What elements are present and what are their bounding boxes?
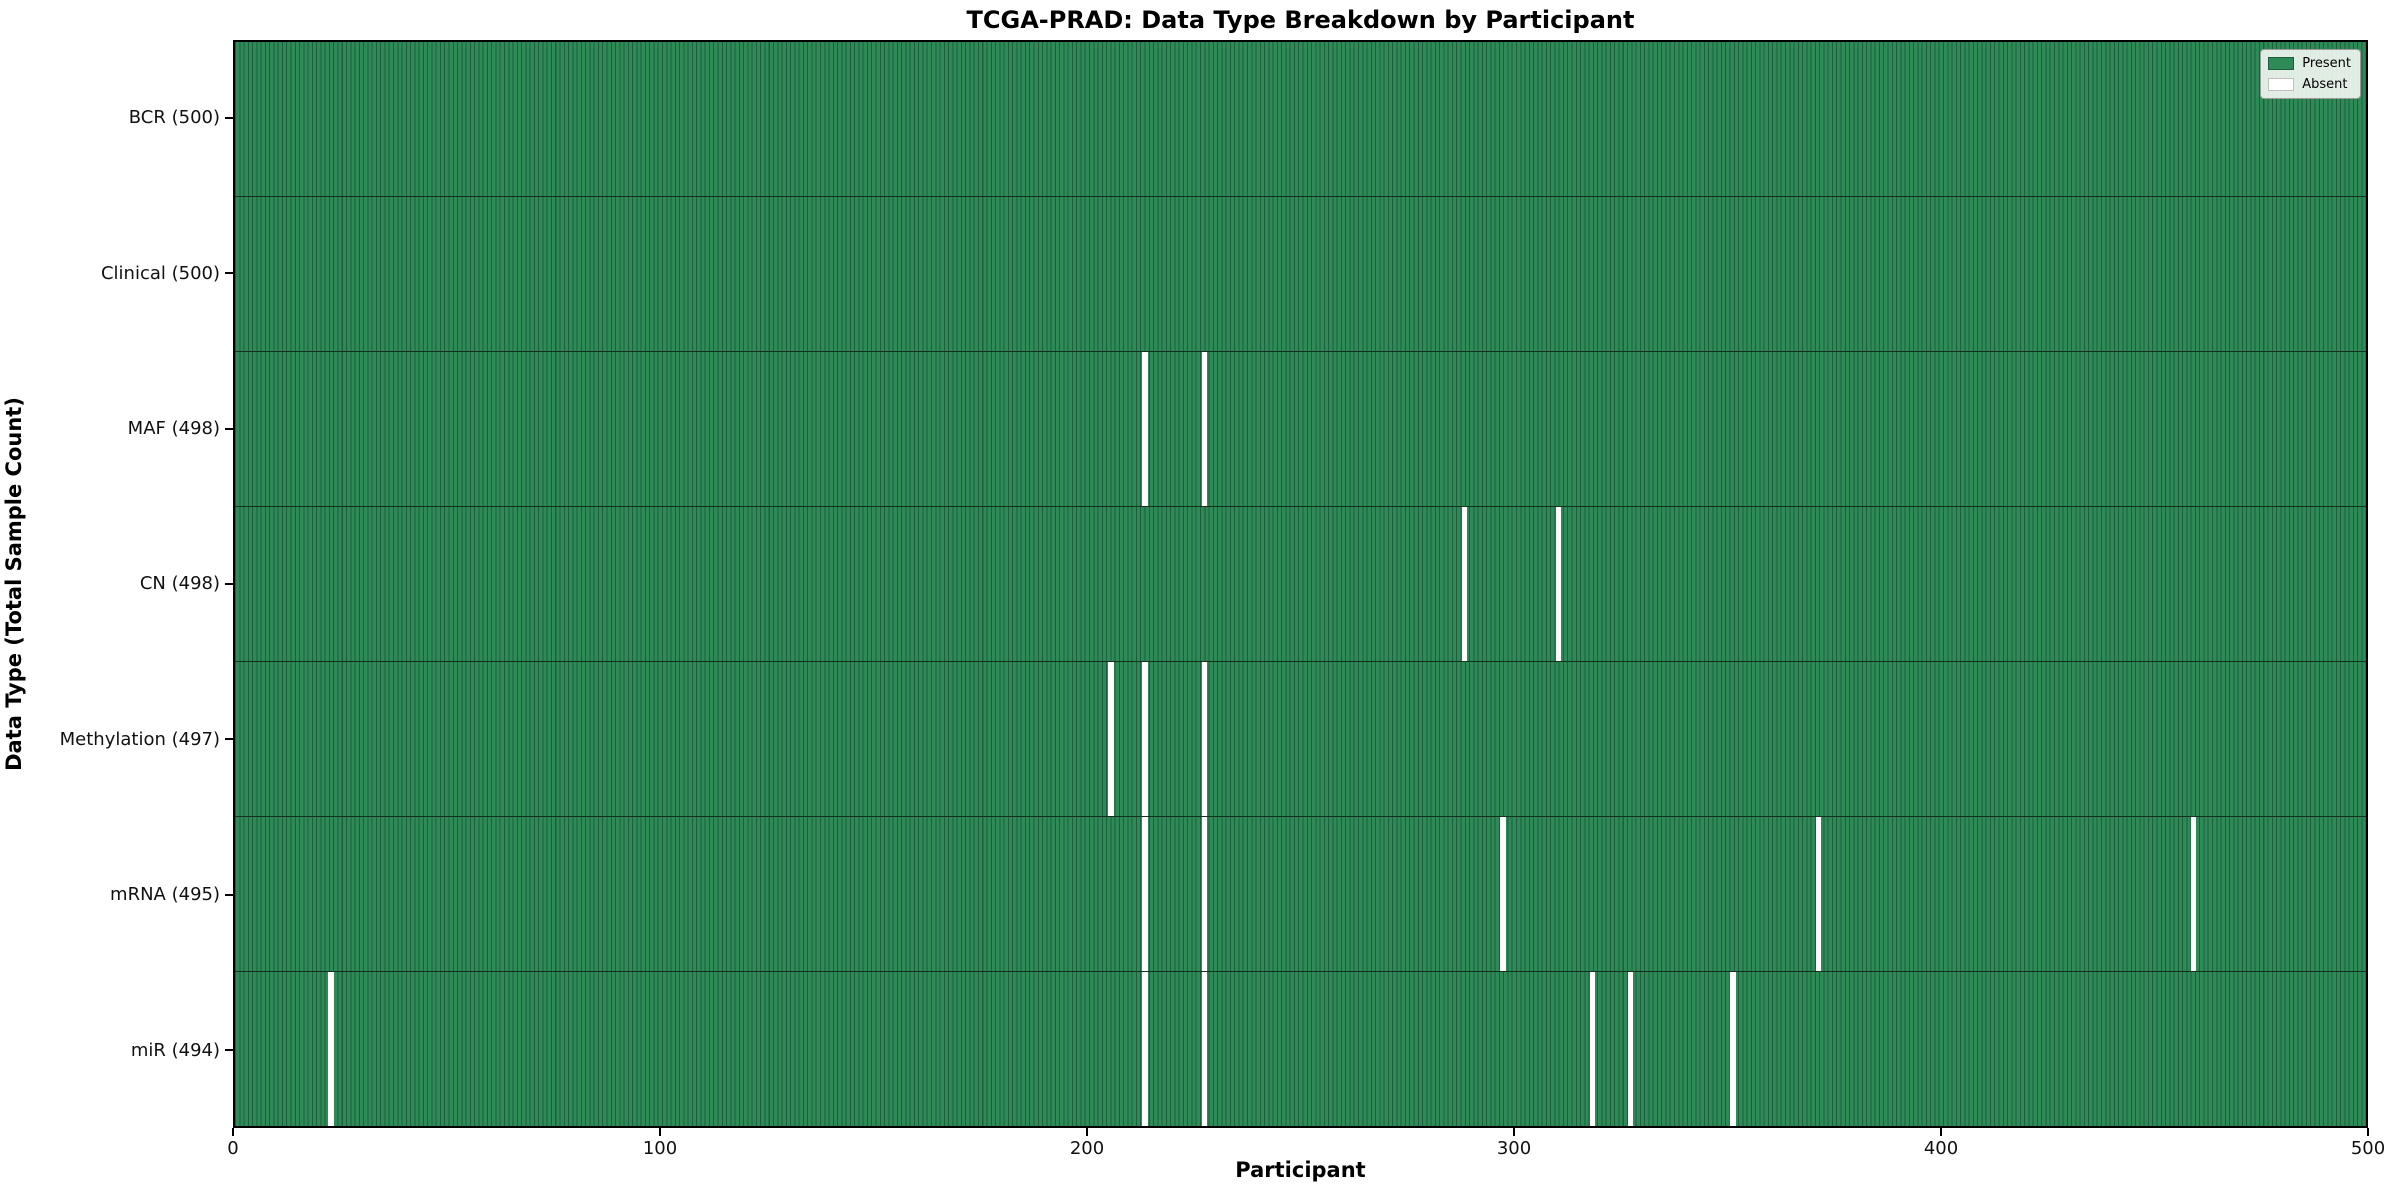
y-tick-CN: CN (498) — [0, 506, 233, 661]
x-tick-mark — [1513, 1128, 1515, 1136]
y-tick-label-Clinical: Clinical (500) — [100, 262, 220, 284]
y-tick-mark — [225, 893, 233, 896]
absent-marker-CN-288 — [1461, 507, 1468, 661]
legend-label-absent: Absent — [2302, 77, 2348, 92]
chart-row-BCR — [235, 42, 2366, 197]
absent-marker-miR-227 — [1201, 972, 1208, 1126]
y-tick-label-MAF: MAF (498) — [127, 418, 220, 440]
y-tick-mark — [225, 272, 233, 275]
y-tick-mark — [225, 582, 233, 585]
chart-row-Clinical — [235, 197, 2366, 352]
y-tick-Clinical: Clinical (500) — [0, 195, 233, 350]
plot-area: Present Absent — [233, 40, 2368, 1128]
absent-marker-CN-310 — [1555, 507, 1562, 661]
chart-rows — [235, 42, 2366, 1126]
y-tick-mark — [225, 1049, 233, 1052]
chart-row-mRNA — [235, 817, 2366, 972]
absent-marker-mRNA-297 — [1500, 817, 1506, 971]
chart-row-Methylation — [235, 662, 2366, 817]
x-tick-mark — [1940, 1128, 1942, 1136]
absent-marker-Methylation-213 — [1142, 662, 1148, 816]
x-tick-label-300: 300 — [1496, 1138, 1532, 1159]
y-tick-label-CN: CN (498) — [139, 573, 220, 595]
chart-row-MAF — [235, 352, 2366, 507]
x-axis-label: Participant — [1235, 1158, 1366, 1182]
x-tick-mark — [232, 1128, 234, 1136]
absent-marker-Methylation-227 — [1201, 662, 1208, 816]
absent-marker-mRNA-213 — [1142, 817, 1148, 971]
chart-row-CN — [235, 507, 2366, 662]
absent-marker-miR-213 — [1142, 972, 1148, 1126]
absent-marker-MAF-213 — [1142, 352, 1148, 506]
x-axis-tick-labels: 0 100 200 300 400 500 — [227, 1128, 2385, 1168]
y-axis-tick-labels: BCR (500) Clinical (500) MAF (498) CN (498)… — [0, 40, 233, 1128]
absent-marker-mRNA-459 — [2190, 817, 2197, 971]
absent-marker-Methylation-205 — [1108, 662, 1114, 816]
absent-marker-mRNA-227 — [1201, 817, 1208, 971]
y-tick-label-BCR: BCR (500) — [128, 107, 220, 129]
absent-marker-mRNA-371 — [1815, 817, 1821, 971]
absent-marker-miR-351 — [1730, 972, 1736, 1126]
x-tick-label-500: 500 — [2350, 1138, 2386, 1159]
chart-title: TCGA-PRAD: Data Type Breakdown by Partic… — [966, 6, 1635, 34]
legend-entry-absent: Absent — [2268, 77, 2351, 92]
y-tick-BCR: BCR (500) — [0, 40, 233, 195]
x-tick-label-400: 400 — [1923, 1138, 1959, 1159]
legend: Present Absent — [2260, 49, 2361, 99]
absent-marker-miR-318 — [1589, 972, 1596, 1126]
x-tick-mark — [2367, 1128, 2369, 1136]
y-tick-mark — [225, 738, 233, 741]
y-tick-miR: miR (494) — [0, 973, 233, 1128]
absent-marker-miR-327 — [1628, 972, 1634, 1126]
y-tick-MAF: MAF (498) — [0, 351, 233, 506]
y-tick-label-miR: miR (494) — [130, 1039, 220, 1061]
x-tick-mark — [659, 1128, 661, 1136]
chart-row-miR — [235, 972, 2366, 1126]
y-tick-mark — [225, 116, 233, 119]
y-tick-label-mRNA: mRNA (495) — [110, 884, 220, 906]
absent-marker-miR-22 — [328, 972, 334, 1126]
legend-swatch-present — [2268, 57, 2295, 70]
absent-marker-MAF-227 — [1201, 352, 1208, 506]
legend-entry-present: Present — [2268, 56, 2351, 71]
legend-label-present: Present — [2302, 56, 2351, 71]
x-tick-label-0: 0 — [227, 1138, 239, 1159]
y-tick-Methylation: Methylation (497) — [0, 662, 233, 817]
y-tick-label-Methylation: Methylation (497) — [59, 728, 220, 750]
x-tick-mark — [1086, 1128, 1088, 1136]
x-tick-label-200: 200 — [1069, 1138, 1105, 1159]
x-tick-label-100: 100 — [642, 1138, 678, 1159]
y-tick-mRNA: mRNA (495) — [0, 817, 233, 972]
y-tick-mark — [225, 427, 233, 430]
legend-swatch-absent — [2268, 78, 2295, 91]
